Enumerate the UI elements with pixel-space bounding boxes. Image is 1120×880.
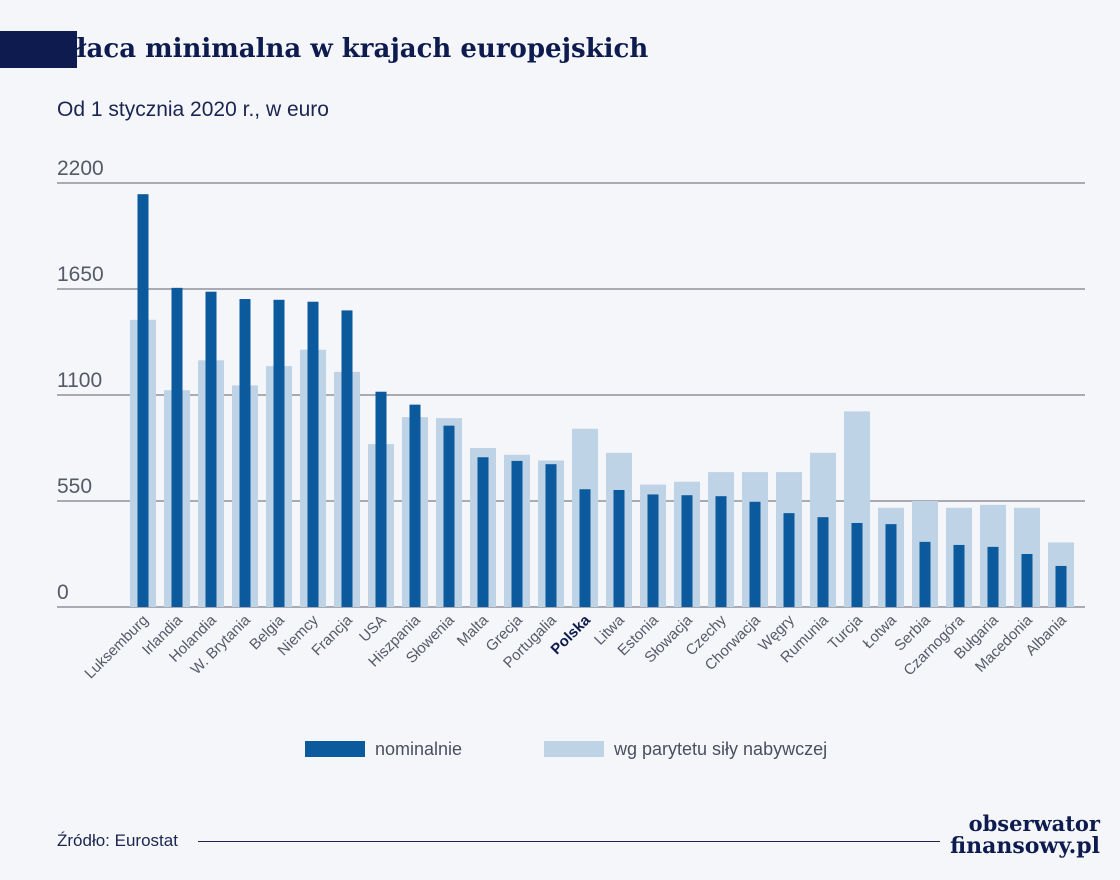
x-tick-label-13: Polska — [548, 611, 595, 658]
bar-nominal-23 — [919, 541, 931, 607]
bar-nominal-9 — [443, 425, 455, 607]
logo-line-2: finansowy.pl — [950, 833, 1100, 859]
bar-nominal-21 — [851, 522, 863, 607]
bar-nominal-15 — [647, 494, 659, 607]
y-tick-label-1650: 1650 — [57, 263, 104, 286]
bar-nominal-14 — [613, 490, 625, 607]
bar-nominal-20 — [817, 517, 829, 607]
y-tick-label-2200: 2200 — [57, 157, 104, 180]
bar-nominal-24 — [953, 544, 965, 607]
bar-nominal-12 — [545, 464, 557, 607]
bar-nominal-11 — [511, 460, 523, 607]
bar-nominal-10 — [477, 457, 489, 607]
bar-nominal-0 — [137, 194, 149, 608]
bar-nominal-22 — [885, 524, 897, 607]
bar-nominal-4 — [273, 299, 285, 607]
bar-chart: 0550110016502200LuksemburgIrlandiaHoland… — [57, 157, 1085, 682]
x-tick-label-21: Turcja — [825, 611, 867, 653]
bar-nominal-13 — [579, 489, 591, 607]
bar-nominal-25 — [987, 546, 999, 607]
legend-swatch-ppp — [544, 741, 604, 757]
y-tick-label-0: 0 — [57, 581, 69, 604]
bar-nominal-3 — [239, 299, 251, 607]
bar-nominal-17 — [715, 496, 727, 607]
chart-title: Płaca minimalna w krajach europejskich — [57, 34, 649, 64]
bar-nominal-7 — [375, 391, 387, 607]
bar-nominal-18 — [749, 501, 761, 607]
bar-nominal-27 — [1055, 565, 1067, 607]
bar-nominal-5 — [307, 301, 319, 607]
bar-nominal-2 — [205, 291, 217, 607]
legend-swatch-nominal — [305, 741, 365, 757]
title-accent-bar — [0, 31, 77, 68]
bar-nominal-26 — [1021, 554, 1033, 607]
source-note: Źródło: Eurostat — [57, 831, 178, 850]
chart-subtitle: Od 1 stycznia 2020 r., w euro — [57, 98, 329, 121]
y-tick-label-1100: 1100 — [57, 369, 102, 392]
legend-label-ppp: wg parytetu siły nabywczej — [614, 738, 828, 759]
legend-item-nominal: nominalnie — [305, 738, 462, 760]
legend-item-ppp: wg parytetu siły nabywczej — [544, 738, 827, 760]
legend-label-nominal: nominalnie — [375, 738, 463, 759]
logo-line-1: obserwator — [968, 811, 1100, 836]
bar-nominal-1 — [171, 287, 183, 607]
source-divider — [198, 841, 940, 842]
y-tick-label-550: 550 — [57, 475, 92, 498]
bar-nominal-8 — [409, 404, 421, 607]
brand-logo: obserwator finansowy.pl — [950, 813, 1100, 863]
bar-nominal-16 — [681, 495, 693, 607]
bar-nominal-6 — [341, 310, 353, 607]
bar-nominal-19 — [783, 513, 795, 607]
